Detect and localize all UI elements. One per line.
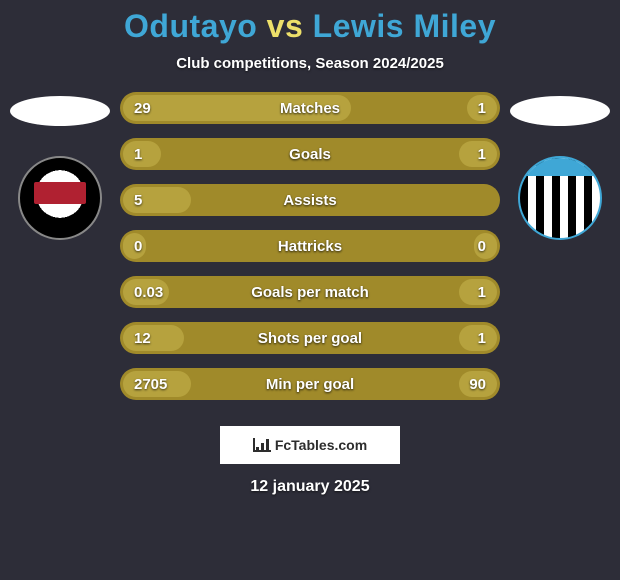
player1-name: Odutayo (124, 8, 257, 44)
stat-label: Shots per goal (120, 330, 500, 347)
bromley-fc-crest-icon (18, 156, 102, 240)
stat-value-right: 0 (478, 238, 486, 255)
site-name: FcTables.com (275, 437, 367, 453)
newcastle-crest-icon (518, 156, 602, 240)
stat-value-right: 90 (469, 376, 486, 393)
stat-label: Goals per match (120, 284, 500, 301)
date-text: 12 january 2025 (0, 478, 620, 496)
chart-icon (253, 438, 271, 452)
stat-value-right: 1 (478, 100, 486, 117)
stat-value-right: 1 (478, 330, 486, 347)
subtitle: Club competitions, Season 2024/2025 (0, 55, 620, 72)
player1-photo-placeholder (10, 96, 110, 126)
player1-column (0, 92, 120, 240)
stat-bar: 2705Min per goal90 (120, 368, 500, 400)
stat-bar: 29Matches1 (120, 92, 500, 124)
page-title: Odutayo vs Lewis Miley (0, 8, 620, 45)
stat-bar: 1Goals1 (120, 138, 500, 170)
stat-bars: 29Matches11Goals15Assists0Hattricks00.03… (120, 92, 500, 400)
stat-bar: 0Hattricks0 (120, 230, 500, 262)
comparison-arena: 29Matches11Goals15Assists0Hattricks00.03… (0, 92, 620, 400)
branding-box[interactable]: FcTables.com (220, 426, 400, 464)
player2-photo-placeholder (510, 96, 610, 126)
stat-label: Min per goal (120, 376, 500, 393)
stat-label: Goals (120, 146, 500, 163)
stat-label: Hattricks (120, 238, 500, 255)
stat-bar: 12Shots per goal1 (120, 322, 500, 354)
stat-bar: 5Assists (120, 184, 500, 216)
stat-bar: 0.03Goals per match1 (120, 276, 500, 308)
vs-text: vs (267, 8, 304, 44)
player2-name: Lewis Miley (313, 8, 496, 44)
stat-value-right: 1 (478, 284, 486, 301)
player2-column (500, 92, 620, 240)
stat-label: Assists (120, 192, 500, 209)
header: Odutayo vs Lewis Miley Club competitions… (0, 0, 620, 72)
stat-label: Matches (120, 100, 500, 117)
stat-value-right: 1 (478, 146, 486, 163)
